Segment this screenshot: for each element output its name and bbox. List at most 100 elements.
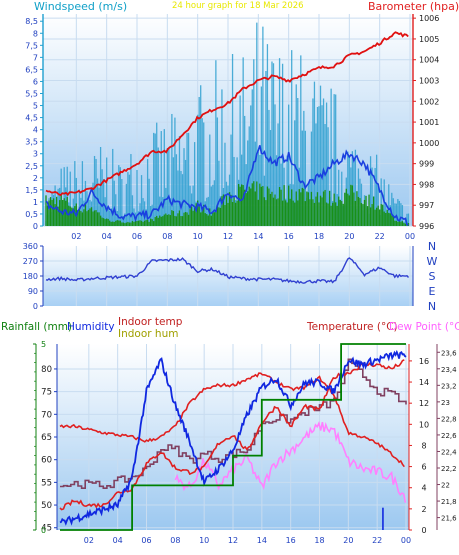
rainfall-line xyxy=(60,343,406,531)
wind-x-tick-label: 08 xyxy=(162,232,172,241)
humidity-label: Humidity xyxy=(67,321,115,333)
direction-left-ticks: 0 90 180 270 360 xyxy=(23,242,43,311)
compass-letter: N xyxy=(428,300,436,313)
temp-x-tick-label: 06 xyxy=(141,536,151,545)
hum-ticks: 45 50 55 60 65 70 75 80 xyxy=(41,365,57,534)
barometer-line xyxy=(45,31,409,197)
temp-x-tick-label: 12 xyxy=(228,536,238,545)
temp-x-tick-label: 04 xyxy=(113,536,123,545)
indoor-tick-label: 22,4 xyxy=(441,448,457,456)
temp-ticks: 0 2 4 6 8 10 12 14 16 xyxy=(409,357,429,535)
compass-letter: S xyxy=(429,270,436,283)
direction-tick-label: 360 xyxy=(23,242,38,251)
wind-green-bars xyxy=(45,181,410,226)
baro-tick-label: 1000 xyxy=(419,139,439,148)
temp-tick-label: 8 xyxy=(421,441,426,450)
temp-tick-label: 4 xyxy=(421,484,426,493)
wind-x-tick-label: 10 xyxy=(193,232,203,241)
direction-tick-label: 180 xyxy=(23,272,38,281)
temp-x-tick-label: 14 xyxy=(257,536,267,545)
wind-tick-label: 5 xyxy=(33,102,38,111)
wind-tick-label: 2 xyxy=(33,174,38,183)
compass-letter: W xyxy=(427,255,438,268)
direction-tick-label: 0 xyxy=(33,302,38,311)
hum-tick-label: 50 xyxy=(41,501,52,511)
temp-tick-label: 12 xyxy=(419,399,429,408)
temp-x-tick-label: 10 xyxy=(199,536,209,545)
wind-tick-label: 2,5 xyxy=(25,162,38,171)
temp-x-tick-label: 20 xyxy=(343,536,353,545)
indoor-tick-label: 22,2 xyxy=(441,465,457,473)
wind-tick-label: 1 xyxy=(33,198,38,207)
baro-right-ticks: 996 997 998 999 1000 1001 1002 1003 1004 1005 1006 xyxy=(413,14,439,231)
baro-tick-label: 999 xyxy=(419,160,434,169)
wind-tick-label: 7,5 xyxy=(25,41,38,50)
rainfall-label: Rainfall (mm) xyxy=(1,321,72,333)
baro-tick-label: 1006 xyxy=(419,14,439,23)
chart-title: 24 hour graph for 18 Mar 2026 xyxy=(172,1,304,11)
wind-tick-label: 1,5 xyxy=(25,186,38,195)
compass-letter: E xyxy=(429,285,436,298)
indoor-tick-label: 23,4 xyxy=(441,366,457,374)
dewpoint-label: Dew Point (°C) xyxy=(389,321,459,333)
wind-x-ticks: 02 04 06 08 10 12 14 16 18 20 22 00 xyxy=(71,232,415,241)
humidity-line xyxy=(59,349,407,526)
wind-x-tick-label: 02 xyxy=(71,232,81,241)
temp-x-tick-label: 00 xyxy=(401,536,411,545)
wind-tick-label: 8 xyxy=(33,29,38,38)
direction-tick-label: 270 xyxy=(23,257,38,266)
baro-tick-label: 998 xyxy=(419,180,434,189)
wind-tick-label: 0 xyxy=(33,222,38,231)
wind-x-tick-label: 00 xyxy=(405,232,415,241)
temp-x-tick-label: 22 xyxy=(372,536,382,545)
hum-tick-label: 60 xyxy=(41,456,52,466)
wind-x-tick-label: 12 xyxy=(223,232,233,241)
rain-ticks: 05 xyxy=(33,340,46,535)
rain-tick-label: 5 xyxy=(41,340,46,349)
hum-tick-label: 80 xyxy=(41,365,52,375)
baro-tick-label: 1001 xyxy=(419,118,439,127)
baro-tick-label: 1005 xyxy=(419,35,439,44)
wind-tick-label: 3,5 xyxy=(25,138,38,147)
temp-tick-label: 0 xyxy=(421,526,426,535)
direction-line xyxy=(45,257,410,284)
indoor-tick-label: 22 xyxy=(441,482,450,490)
wind-x-tick-label: 20 xyxy=(344,232,354,241)
direction-tick-label: 90 xyxy=(28,287,38,296)
wind-x-tick-label: 06 xyxy=(132,232,142,241)
baro-tick-label: 1003 xyxy=(419,77,439,86)
wind-x-tick-label: 16 xyxy=(284,232,294,241)
indoor-tick-label: 23 xyxy=(441,399,450,407)
temp-tick-label: 14 xyxy=(419,378,429,387)
indoor-temp-label: Indoor temp xyxy=(118,316,183,328)
indoor-tick-label: 21,6 xyxy=(441,515,457,523)
temp-x-ticks: 02 04 06 08 10 12 14 16 18 20 22 00 xyxy=(84,536,411,545)
indoor-tick-label: 22,8 xyxy=(441,415,457,423)
hum-tick-label: 70 xyxy=(41,410,52,420)
wind-tick-label: 4,5 xyxy=(25,114,38,123)
wind-x-tick-label: 18 xyxy=(314,232,324,241)
wind-tick-label: 8,5 xyxy=(25,17,38,26)
wind-tick-label: 6 xyxy=(33,77,38,86)
temperature-label: Temperature (°C) xyxy=(306,321,398,333)
wind-tick-label: 6,5 xyxy=(25,65,38,74)
baro-tick-label: 1002 xyxy=(419,97,439,106)
indoor-tick-label: 22,6 xyxy=(441,432,457,440)
temp-tick-label: 6 xyxy=(421,463,426,472)
temp-tick-label: 10 xyxy=(419,420,429,429)
wind-x-tick-label: 22 xyxy=(375,232,385,241)
baro-tick-label: 1004 xyxy=(419,56,439,65)
indoor-tick-label: 23,2 xyxy=(441,382,457,390)
temp-x-tick-label: 08 xyxy=(170,536,180,545)
temp-x-tick-label: 02 xyxy=(84,536,94,545)
temp-tick-label: 2 xyxy=(421,505,426,514)
baro-tick-label: 996 xyxy=(419,222,434,231)
wind-tick-label: 7 xyxy=(33,53,38,62)
wind-tick-label: 0,5 xyxy=(25,210,38,219)
wind-baro-panel: 0 0,5 1 1,5 2 2,5 3 3,5 4 4,5 5 5,5 6 6,5 7 7,5 8 8,5 996… xyxy=(25,0,459,241)
wind-y-label: Windspeed (m/s) xyxy=(34,0,127,13)
